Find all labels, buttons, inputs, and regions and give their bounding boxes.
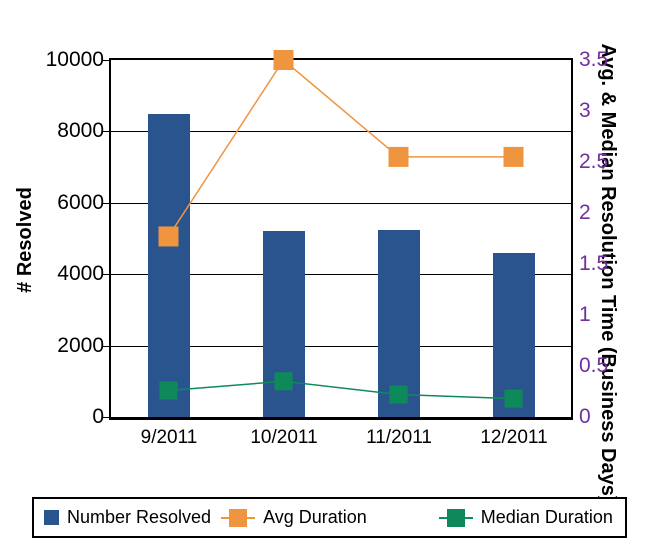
y-axis-tick	[103, 203, 109, 204]
y-axis-tick	[103, 417, 109, 418]
gridline	[111, 346, 571, 347]
x-axis-category-label: 9/2011	[140, 427, 198, 448]
secondary-axis-tick-label: 1.5	[579, 252, 609, 275]
secondary-axis-tick-label: 3	[579, 99, 591, 122]
median-duration-marker-12/2011	[504, 389, 523, 408]
y-axis-tick	[103, 60, 109, 61]
avg-duration-line	[167, 58, 514, 237]
legend-item-number-resolved: Number Resolved	[44, 507, 211, 528]
legend-label: Median Duration	[480, 507, 613, 527]
bar-9/2011	[148, 114, 190, 417]
legend-swatch-marker	[229, 508, 248, 527]
legend-swatch-bar	[44, 510, 59, 525]
legend-label: Number Resolved	[67, 507, 212, 527]
y-axis-tick-label: 4000	[57, 262, 104, 285]
legend-label: Avg Duration	[263, 507, 367, 527]
legend-swatch-line	[438, 508, 473, 528]
median-duration-marker-9/2011	[159, 381, 178, 400]
avg-duration-marker-10/2011	[273, 50, 294, 70]
secondary-axis-tick-label: 0.5	[579, 354, 609, 377]
left-axis-title: # Resolved	[14, 187, 36, 293]
secondary-axis-tick-label: 2	[579, 201, 591, 224]
gridline	[111, 203, 571, 204]
gridline	[111, 131, 571, 132]
y-axis-tick	[103, 346, 109, 347]
secondary-axis-tick-label: 2.5	[579, 150, 609, 173]
legend-swatch-line	[221, 508, 256, 528]
legend-item-median-duration: Median Duration	[438, 507, 613, 528]
y-axis-tick-label: 2000	[57, 334, 104, 357]
x-axis-category-label: 12/2011	[480, 427, 548, 448]
y-axis-tick-label: 8000	[57, 119, 104, 142]
secondary-axis-tick-label: 1	[579, 303, 591, 326]
y-axis-tick-label: 10000	[45, 48, 104, 71]
median-duration-marker-11/2011	[389, 385, 408, 404]
legend-item-avg-duration: Avg Duration	[221, 507, 367, 528]
median-duration-marker-10/2011	[274, 372, 293, 391]
y-axis-tick-label: 0	[92, 405, 104, 428]
median-duration-line	[168, 380, 514, 400]
y-axis-tick	[103, 131, 109, 132]
avg-duration-marker-12/2011	[503, 146, 524, 167]
legend-swatch-marker	[446, 508, 465, 527]
secondary-axis-tick-label: 3.5	[579, 48, 609, 71]
legend: Number Resolved Avg Duration Median Durati…	[32, 497, 627, 538]
secondary-axis-tick-label: 0	[579, 405, 591, 428]
x-axis-category-label: 10/2011	[250, 427, 318, 448]
avg-duration-marker-11/2011	[388, 146, 409, 167]
avg-duration-marker-9/2011	[158, 226, 179, 247]
y-axis-tick	[103, 274, 109, 275]
x-axis-category-label: 11/2011	[366, 427, 432, 448]
series-lines-layer	[158, 50, 524, 408]
gridline	[111, 274, 571, 275]
y-axis-tick-label: 6000	[57, 191, 104, 214]
